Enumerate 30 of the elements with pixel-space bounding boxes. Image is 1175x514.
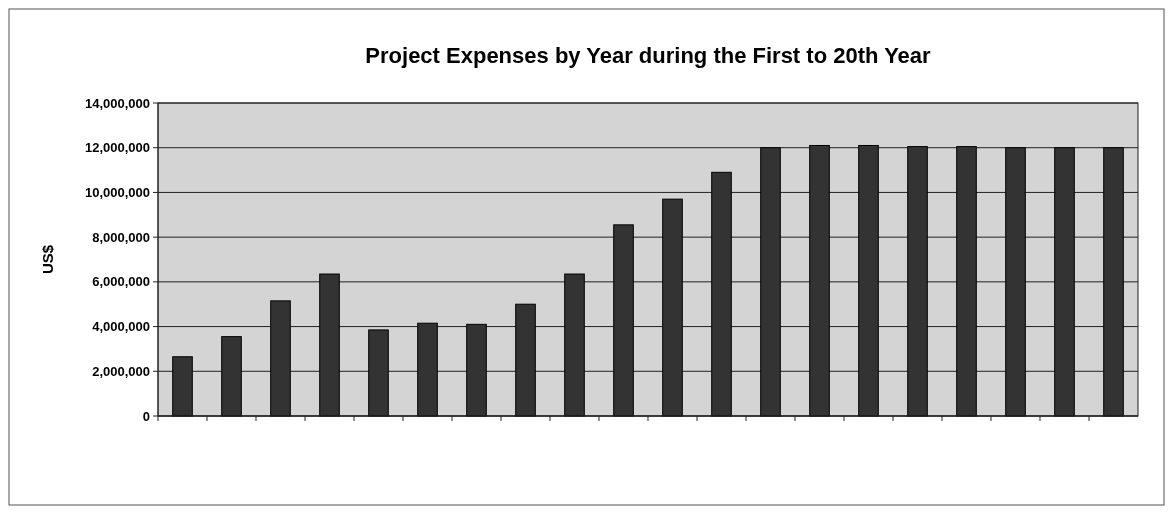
bar — [368, 329, 389, 417]
bar — [809, 144, 830, 417]
bar — [221, 336, 242, 417]
chart-title: Project Expenses by Year during the First to 20th Year — [365, 43, 932, 68]
bar — [466, 323, 487, 417]
bar — [564, 273, 585, 417]
bar — [417, 322, 438, 417]
y-tick-label: 2,000,000 — [92, 363, 150, 379]
bar — [270, 300, 291, 417]
y-tick-label: 4,000,000 — [92, 319, 150, 335]
bar — [1054, 147, 1075, 417]
bar — [319, 273, 340, 417]
bar — [858, 144, 879, 417]
bar — [515, 303, 536, 417]
bar — [711, 171, 732, 417]
bar — [1103, 147, 1124, 417]
y-tick-label: 8,000,000 — [92, 229, 150, 245]
bar — [662, 198, 683, 417]
bar — [760, 147, 781, 417]
y-axis-title: US$ — [39, 244, 56, 275]
bar — [172, 356, 193, 417]
y-tick-label: 14,000,000 — [84, 95, 150, 111]
y-tick-label: 0 — [142, 408, 150, 424]
bar — [613, 224, 634, 417]
y-tick-label: 10,000,000 — [84, 184, 150, 200]
bar — [1005, 147, 1026, 417]
y-tick-label: 12,000,000 — [84, 140, 150, 156]
bar — [907, 146, 928, 417]
bar — [956, 146, 977, 417]
y-tick-label: 6,000,000 — [92, 274, 150, 290]
